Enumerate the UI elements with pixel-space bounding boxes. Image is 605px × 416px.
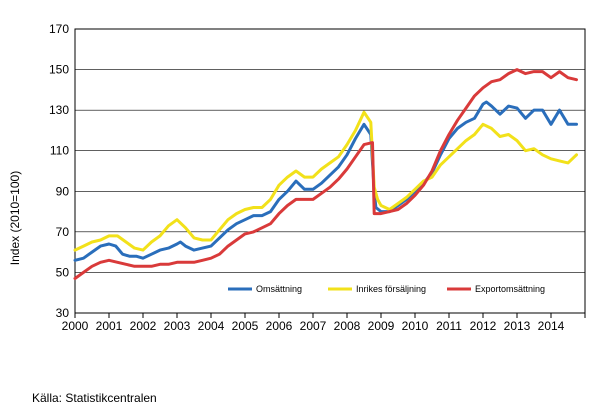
x-tick-label: 2008 xyxy=(334,319,361,333)
y-tick-label: 170 xyxy=(49,22,69,36)
y-axis-title: Index (2010=100) xyxy=(8,171,22,265)
x-tick-label: 2007 xyxy=(300,319,327,333)
x-tick-label: 2012 xyxy=(470,319,497,333)
x-tick-label: 2006 xyxy=(266,319,293,333)
x-tick-label: 2000 xyxy=(62,319,89,333)
series-lines xyxy=(73,68,578,280)
legend: Omsättning Inrikes försäljning Exportomsät… xyxy=(228,284,545,294)
x-tick-label: 2005 xyxy=(232,319,259,333)
legend-label: Exportomsättning xyxy=(475,284,545,294)
x-tick-label: 2011 xyxy=(436,319,462,333)
y-tick-label: 150 xyxy=(49,63,69,77)
series-line-2 xyxy=(73,68,578,280)
x-tick-label: 2004 xyxy=(198,319,225,333)
x-tick-label: 2003 xyxy=(164,319,191,333)
y-tick-label: 90 xyxy=(56,184,70,198)
x-tick-label: 2014 xyxy=(538,319,565,333)
y-tick-label: 30 xyxy=(56,306,70,320)
x-tick-label: 2009 xyxy=(368,319,395,333)
y-tick-label: 110 xyxy=(50,144,69,158)
legend-label: Inrikes försäljning xyxy=(356,284,426,294)
legend-label: Omsättning xyxy=(256,284,302,294)
x-axis-ticks: 2000 2001 2002 2003 2004 2005 2006 2007 2008 2009… xyxy=(62,313,586,333)
x-tick-label: 2001 xyxy=(96,319,123,333)
x-tick-label: 2010 xyxy=(402,319,429,333)
grid-lines xyxy=(75,28,585,314)
source-note: Källa: Statistikcentralen xyxy=(32,391,157,405)
series-line-1 xyxy=(73,110,578,252)
x-tick-label: 2013 xyxy=(504,319,531,333)
y-tick-label: 70 xyxy=(56,225,70,239)
y-tick-label: 50 xyxy=(56,265,70,279)
y-tick-label: 130 xyxy=(49,103,69,117)
y-axis-ticks: 30 50 70 90 110 130 150 170 xyxy=(49,22,69,320)
series-line-0 xyxy=(73,100,578,262)
x-tick-label: 2002 xyxy=(130,319,157,333)
plot-frame xyxy=(74,28,586,314)
